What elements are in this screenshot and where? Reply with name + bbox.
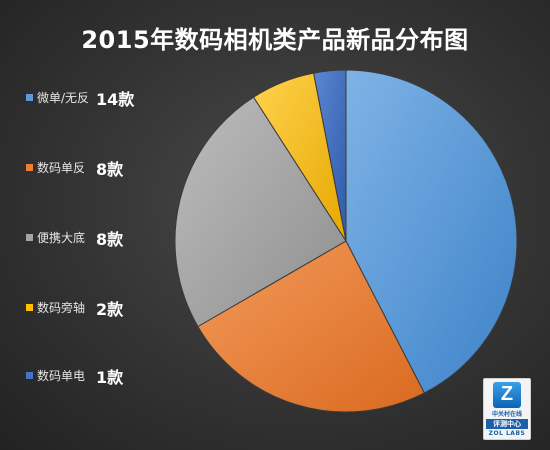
legend-value-label: 1款 xyxy=(96,368,124,387)
legend-value-label: 2款 xyxy=(96,300,124,319)
legend-value-label: 8款 xyxy=(96,160,124,179)
legend-label: 微单/无反 xyxy=(37,91,90,105)
legend-marker xyxy=(26,94,33,101)
pie-slice xyxy=(345,69,518,394)
legend-label: 数码单电 xyxy=(37,369,86,383)
legend-item: 数码单反 8款 xyxy=(26,156,186,180)
chart-title: 2015年数码相机类产品新品分布图 xyxy=(81,26,469,54)
legend-item: 微单/无反 14款 xyxy=(26,86,186,110)
legend-label: 便携大底 xyxy=(37,231,86,245)
legend-marker xyxy=(26,304,33,311)
legend-marker xyxy=(26,372,33,379)
legend-marker xyxy=(26,164,33,171)
zol-logo: Z 中关村在线 评测中心 ZOL LABS xyxy=(483,378,531,440)
legend-value-label: 8款 xyxy=(96,230,124,249)
zol-logo-labs: ZOL LABS xyxy=(488,430,526,437)
pie-slice xyxy=(313,69,347,242)
zol-logo-center: 评测中心 xyxy=(486,419,528,429)
zol-logo-name: 中关村在线 xyxy=(491,411,522,418)
legend-item: 数码单电 1款 xyxy=(26,364,186,388)
legend-marker xyxy=(26,234,33,241)
legend-value-label: 14款 xyxy=(96,90,135,109)
legend-label: 数码单反 xyxy=(37,161,86,175)
zol-logo-mark: Z xyxy=(493,382,521,408)
legend-label: 数码旁轴 xyxy=(37,301,86,315)
pie-slice xyxy=(197,240,426,413)
legend-item: 数码旁轴 2款 xyxy=(26,296,186,320)
pie-slice xyxy=(174,96,347,328)
legend-item: 便携大底 8款 xyxy=(26,226,186,250)
